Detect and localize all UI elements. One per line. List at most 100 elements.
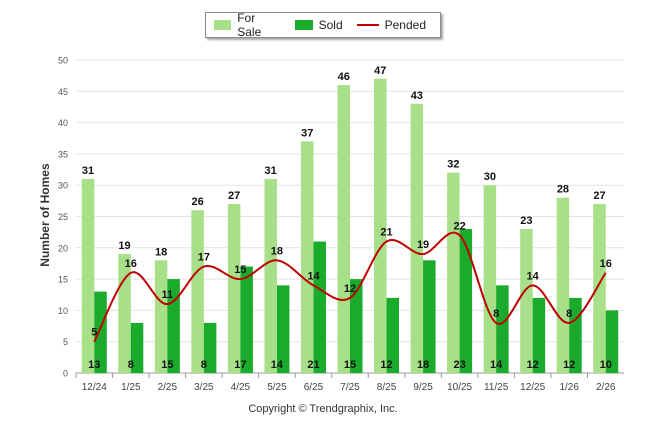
bar-for-sale bbox=[337, 85, 350, 373]
legend-label-for-sale: For Sale bbox=[237, 11, 262, 39]
y-tick-label: 40 bbox=[58, 118, 68, 128]
legend-swatch-pended bbox=[356, 24, 379, 26]
legend-label-pended: Pended bbox=[384, 18, 426, 32]
x-tick-label: 9/25 bbox=[413, 382, 433, 393]
legend-swatch-sold bbox=[294, 20, 313, 30]
data-label-for-sale: 18 bbox=[155, 246, 167, 258]
x-tick-label: 12/25 bbox=[520, 382, 545, 393]
y-tick-label: 20 bbox=[58, 243, 68, 253]
data-label-for-sale: 32 bbox=[447, 159, 459, 171]
x-tick-label: 8/25 bbox=[377, 382, 397, 393]
data-label-pended: 8 bbox=[493, 308, 499, 320]
x-tick-label: 10/25 bbox=[447, 382, 472, 393]
y-tick-label: 25 bbox=[58, 212, 68, 222]
bar-for-sale bbox=[300, 141, 314, 373]
data-label-for-sale: 31 bbox=[265, 165, 277, 177]
legend-label-sold: Sold bbox=[318, 18, 343, 32]
data-label-sold: 8 bbox=[201, 359, 207, 371]
data-label-sold: 12 bbox=[527, 359, 539, 371]
bar-for-sale bbox=[374, 78, 387, 373]
bar-for-sale bbox=[593, 203, 606, 373]
bar-for-sale bbox=[520, 229, 533, 373]
data-label-pended: 19 bbox=[417, 239, 429, 251]
bar-for-sale bbox=[447, 172, 460, 373]
data-label-for-sale: 37 bbox=[301, 127, 313, 139]
bar-sold bbox=[605, 310, 619, 373]
data-label-pended: 15 bbox=[234, 264, 246, 276]
bar-for-sale bbox=[483, 185, 497, 373]
data-label-pended: 18 bbox=[271, 245, 283, 257]
data-label-for-sale: 23 bbox=[520, 215, 532, 227]
bar-for-sale bbox=[191, 210, 204, 373]
x-tick-label: 4/25 bbox=[231, 382, 251, 393]
bar-sold bbox=[350, 279, 363, 373]
data-label-pended: 22 bbox=[453, 220, 465, 232]
x-tick-label: 1/26 bbox=[559, 382, 579, 393]
bar-sold bbox=[532, 297, 546, 373]
legend-swatch-for-sale bbox=[214, 20, 232, 30]
y-tick-label: 10 bbox=[58, 306, 68, 316]
data-label-for-sale: 43 bbox=[411, 90, 423, 102]
data-label-sold: 15 bbox=[161, 359, 173, 371]
x-tick-label: 1/25 bbox=[121, 382, 141, 393]
x-tick-label: 6/25 bbox=[304, 382, 324, 393]
bar-sold bbox=[276, 285, 290, 373]
x-tick-label: 5/25 bbox=[267, 382, 287, 393]
bar-for-sale bbox=[81, 178, 95, 373]
bar-sold bbox=[459, 229, 473, 373]
chart-legend: For Sale Sold Pended bbox=[205, 11, 441, 39]
legend-item-sold[interactable]: Sold bbox=[294, 18, 343, 32]
data-label-pended: 17 bbox=[198, 252, 210, 264]
data-label-sold: 23 bbox=[453, 359, 465, 371]
x-tick-label: 7/25 bbox=[340, 382, 360, 393]
data-label-sold: 18 bbox=[417, 359, 429, 371]
data-label-sold: 12 bbox=[380, 359, 392, 371]
data-label-sold: 14 bbox=[271, 359, 284, 371]
data-label-for-sale: 28 bbox=[557, 184, 569, 196]
bar-sold bbox=[386, 297, 400, 373]
x-tick-label: 3/25 bbox=[194, 382, 214, 393]
copyright-text: Copyright © Trendgraphix, Inc. bbox=[248, 403, 398, 415]
bar-for-sale bbox=[264, 178, 277, 373]
data-label-for-sale: 47 bbox=[374, 65, 386, 77]
data-label-sold: 8 bbox=[128, 359, 134, 371]
bar-sold bbox=[130, 322, 144, 373]
y-tick-label: 5 bbox=[63, 337, 68, 347]
bar-sold bbox=[313, 241, 326, 373]
data-label-pended: 16 bbox=[125, 258, 137, 270]
data-label-pended: 16 bbox=[600, 258, 612, 270]
data-label-pended: 12 bbox=[344, 283, 356, 295]
data-label-pended: 21 bbox=[380, 227, 392, 239]
data-label-sold: 12 bbox=[563, 359, 575, 371]
bar-for-sale bbox=[118, 254, 131, 373]
data-label-sold: 13 bbox=[88, 359, 100, 371]
data-label-sold: 17 bbox=[234, 359, 246, 371]
x-tick-label: 12/24 bbox=[82, 382, 107, 393]
y-tick-label: 45 bbox=[58, 87, 68, 97]
legend-item-pended[interactable]: Pended bbox=[356, 18, 426, 32]
y-tick-label: 15 bbox=[58, 275, 68, 285]
bar-sold bbox=[94, 291, 107, 373]
data-label-for-sale: 30 bbox=[484, 171, 496, 183]
bar-for-sale bbox=[227, 203, 241, 373]
bar-for-sale bbox=[556, 197, 570, 373]
data-label-pended: 5 bbox=[91, 327, 97, 339]
data-label-for-sale: 31 bbox=[82, 165, 94, 177]
data-label-pended: 14 bbox=[527, 270, 540, 282]
data-label-for-sale: 27 bbox=[228, 190, 240, 202]
bar-sold bbox=[203, 322, 217, 373]
y-tick-label: 50 bbox=[58, 56, 68, 66]
legend-item-for-sale[interactable]: For Sale bbox=[214, 11, 281, 39]
x-tick-label: 2/25 bbox=[158, 382, 178, 393]
data-label-for-sale: 46 bbox=[338, 71, 350, 83]
y-tick-label: 0 bbox=[63, 369, 68, 379]
data-label-sold: 15 bbox=[344, 359, 356, 371]
data-label-pended: 14 bbox=[307, 270, 320, 282]
data-label-pended: 11 bbox=[162, 289, 174, 301]
y-tick-label: 35 bbox=[58, 149, 68, 159]
bar-for-sale bbox=[154, 260, 168, 373]
data-label-for-sale: 27 bbox=[593, 190, 605, 202]
data-label-pended: 8 bbox=[566, 308, 572, 320]
x-tick-label: 2/26 bbox=[596, 382, 616, 393]
bar-sold bbox=[496, 285, 509, 373]
